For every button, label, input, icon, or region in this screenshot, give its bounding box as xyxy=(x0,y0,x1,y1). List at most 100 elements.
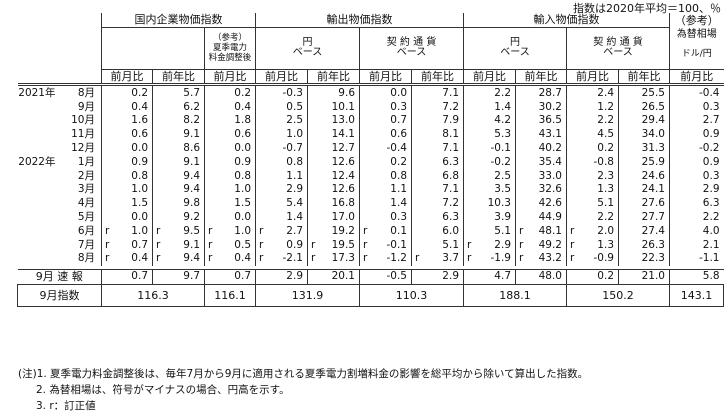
revised-mark xyxy=(566,141,578,156)
value-cell: 1.0 xyxy=(131,183,148,196)
value-cell: 49.2 xyxy=(538,238,562,251)
revised-mark xyxy=(152,182,164,197)
revised-mark: r xyxy=(101,251,113,266)
revised-mark xyxy=(204,100,216,114)
value-cell: 0.8 xyxy=(286,155,303,168)
value-cell: 0.6 xyxy=(131,128,148,141)
value-cell: 32.6 xyxy=(538,183,562,196)
value-cell: -0.9 xyxy=(593,252,615,265)
revised-mark xyxy=(255,100,267,114)
col-yoy: 前年比 xyxy=(307,68,360,85)
revised-mark xyxy=(515,100,527,114)
revised-mark xyxy=(307,141,319,156)
revised-mark xyxy=(359,196,371,211)
flash-value: 0.2 xyxy=(566,268,619,285)
revised-mark xyxy=(152,113,164,128)
row-year xyxy=(18,252,62,266)
value-cell: 1.4 xyxy=(494,100,511,113)
revised-mark xyxy=(463,196,475,211)
value-cell: 0.7 xyxy=(131,238,148,251)
table-row: 2月 0.8 9.4 0.8 1.1 12.4 0.8 6.8 2.5 33.0 2.3 24.6 0.… xyxy=(18,169,724,183)
value-cell: 2.9 xyxy=(286,183,303,196)
revised-mark xyxy=(152,155,164,170)
value-cell: 10.1 xyxy=(331,100,355,113)
value-cell: 0.0 xyxy=(234,210,251,223)
value-cell: -0.2 xyxy=(490,155,512,168)
value-cell: 44.9 xyxy=(538,210,562,223)
revised-mark: r xyxy=(255,251,267,266)
flash-value: 4.7 xyxy=(463,268,516,285)
revised-mark xyxy=(463,210,475,225)
revised-mark xyxy=(152,141,164,156)
index-value: 110.3 xyxy=(359,283,464,307)
value-cell: 9.4 xyxy=(183,183,200,196)
revised-mark xyxy=(463,224,475,239)
revised-mark xyxy=(411,127,423,142)
revised-mark xyxy=(307,100,319,114)
value-cell: 33.0 xyxy=(538,169,562,182)
value-cell: 1.0 xyxy=(286,128,303,141)
value-cell: 4.5 xyxy=(597,128,614,141)
value-cell: 0.9 xyxy=(286,238,303,251)
value-cell: 14.1 xyxy=(331,128,355,141)
row-month: 8月 xyxy=(77,252,95,265)
value-cell: 1.4 xyxy=(390,197,407,210)
value-cell: 1.1 xyxy=(286,169,303,182)
value-cell: 2.4 xyxy=(577,83,619,101)
revised-mark xyxy=(101,169,113,183)
value-cell: -0.2 xyxy=(669,141,724,156)
flash-value: 48.0 xyxy=(515,268,567,285)
value-cell: 0.6 xyxy=(390,128,407,141)
revised-mark xyxy=(307,224,319,239)
value-cell: -0.4 xyxy=(386,141,408,154)
value-cell: -0.3 xyxy=(266,83,308,101)
index-value: 150.2 xyxy=(566,283,670,307)
revised-mark: r xyxy=(463,238,475,252)
value-cell: 2.2 xyxy=(474,83,516,101)
row-year xyxy=(18,211,62,225)
table-row: 11月 0.6 9.1 0.6 1.0 14.1 0.6 8.1 5.3 43.1 4.5 34.0 0… xyxy=(18,127,724,142)
revised-mark xyxy=(566,100,578,114)
value-cell: 9.5 xyxy=(183,224,200,237)
value-cell: 2.2 xyxy=(597,114,614,127)
revised-mark xyxy=(307,196,319,211)
value-cell: 9.8 xyxy=(183,197,200,210)
value-cell: 27.7 xyxy=(618,210,670,225)
value-cell: 3.7 xyxy=(442,252,459,265)
flash-value: 2.9 xyxy=(411,268,464,285)
table-row: 3月 1.0 9.4 1.0 2.9 12.6 1.1 7.1 3.5 32.6 1.3 24.1 2.… xyxy=(18,182,724,197)
revised-mark xyxy=(515,182,527,197)
value-cell: 0.2 xyxy=(215,83,256,101)
col-mom: 前月比 xyxy=(101,68,153,85)
revised-mark xyxy=(307,182,319,197)
revised-mark xyxy=(101,100,113,114)
revised-mark: r xyxy=(255,238,267,252)
revised-mark: r xyxy=(359,224,371,239)
value-cell: 6.3 xyxy=(442,155,459,168)
revised-mark xyxy=(204,141,216,156)
export-yen-basis-header: 円 ベース xyxy=(255,26,360,70)
import-yen-basis-header: 円 ベース xyxy=(463,26,567,70)
value-cell: 13.0 xyxy=(331,114,355,127)
revised-mark: r xyxy=(307,251,319,266)
table-row: 4月 1.5 9.8 1.5 5.4 16.8 1.4 7.2 10.3 42.6 5.1 27.6 6… xyxy=(18,196,724,211)
revised-mark xyxy=(411,210,423,225)
value-cell: 1.5 xyxy=(131,197,148,210)
value-cell: -0.1 xyxy=(386,238,408,251)
row-year xyxy=(18,183,62,197)
revised-mark xyxy=(411,182,423,197)
revised-mark xyxy=(566,155,578,170)
footnote-3: 3. r：訂正値 xyxy=(36,400,96,412)
revised-mark: r xyxy=(411,251,423,266)
value-cell: -0.7 xyxy=(282,141,304,154)
value-cell: 9.1 xyxy=(183,155,200,168)
footnotes: (注)1. 夏季電力料金調整後は、毎年7月から9月に適用される夏季電力割増料金の… xyxy=(18,366,588,414)
value-cell: 0.8 xyxy=(234,169,251,182)
value-cell: 3.5 xyxy=(494,183,511,196)
flash-label: 9月 速 報 xyxy=(17,268,102,285)
value-cell: -0.1 xyxy=(490,141,512,154)
value-cell: 0.6 xyxy=(234,128,251,141)
revised-mark xyxy=(566,196,578,211)
flash-value: 20.1 xyxy=(307,268,360,285)
summer-power-header: （参考） 夏季電力 料金調整後 xyxy=(204,26,256,70)
